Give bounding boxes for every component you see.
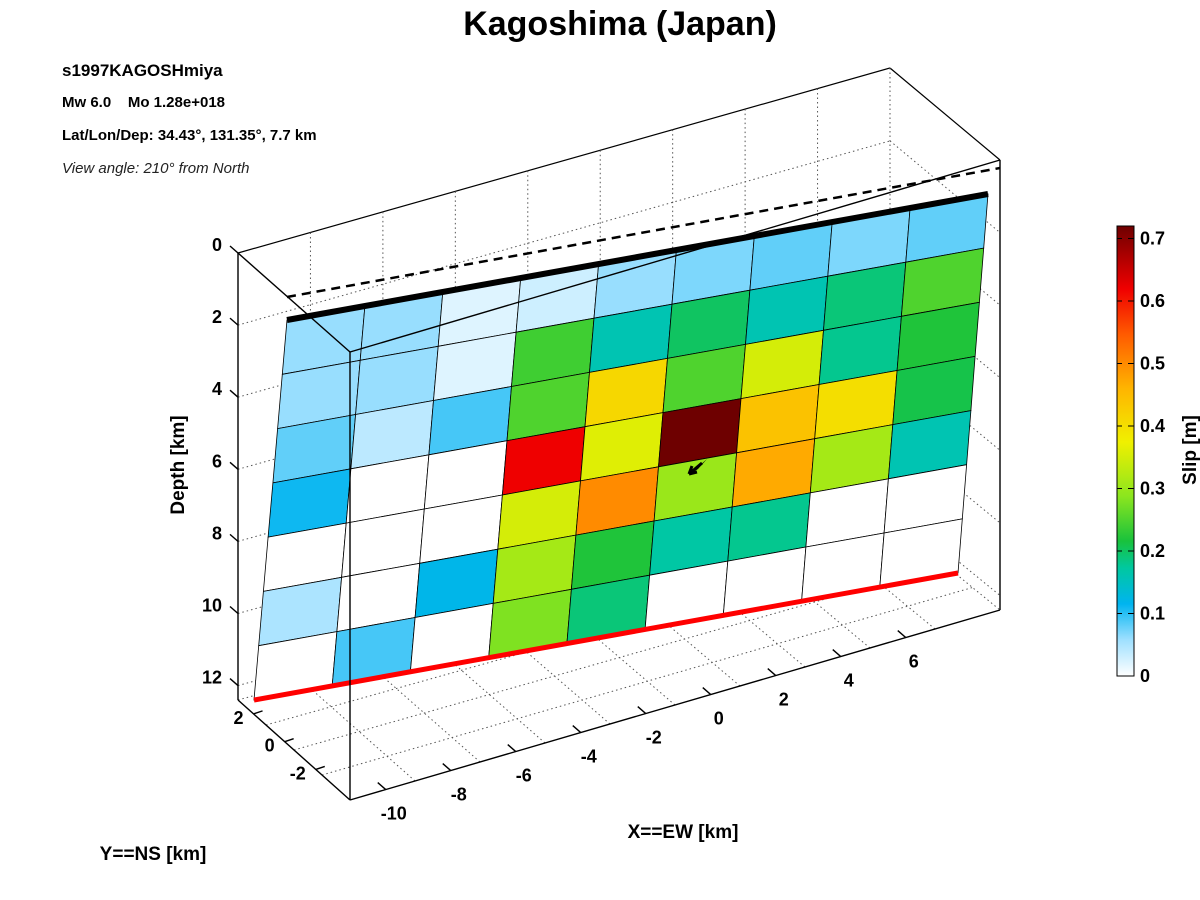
depth-axis-label: Depth [km] — [168, 415, 189, 514]
colorbar-ticks: 0 0.1 0.2 0.3 0.4 0.5 0.6 0.7 — [1117, 229, 1165, 686]
ew-tick-label: 0 — [714, 709, 724, 729]
fault-top-line — [286, 191, 989, 323]
ew-tick-label: -8 — [451, 785, 467, 805]
depth-tick-label: 8 — [212, 523, 222, 543]
fault-plane-cells — [253, 193, 989, 701]
ew-tick-label: 2 — [779, 690, 789, 710]
colorbar-tick-label: 0.6 — [1140, 291, 1165, 311]
fault-lines — [253, 166, 1001, 703]
ew-axis: -10 -8 -6 -4 -2 0 2 4 6 — [377, 630, 919, 824]
depth-tick-label: 0 — [212, 235, 222, 255]
depth-tick-label: 6 — [212, 451, 222, 471]
ns-tick-label: 0 — [265, 736, 275, 756]
surface-trace-line — [286, 166, 1001, 299]
chart-title: Kagoshima (Japan) — [463, 5, 777, 43]
ns-axis: 2 0 -2 — [234, 708, 325, 783]
magnitude-line: Mw 6.0 Mo 1.28e+018 — [62, 94, 225, 111]
ew-tick-label: -6 — [516, 766, 532, 786]
ew-tick-label: 4 — [844, 671, 854, 691]
colorbar — [1116, 225, 1135, 677]
location-line: Lat/Lon/Dep: 34.43°, 131.35°, 7.7 km — [62, 127, 317, 144]
fault-bottom-line — [253, 570, 959, 703]
colorbar-label: Slip [m] — [1180, 415, 1200, 485]
depth-tick-label: 2 — [212, 307, 222, 327]
colorbar-tick-label: 0.5 — [1140, 354, 1165, 374]
depth-tick-label: 12 — [202, 668, 222, 688]
ns-axis-label: Y==NS [km] — [100, 844, 207, 865]
ns-tick-label: -2 — [290, 763, 306, 783]
ew-tick-label: -4 — [581, 747, 597, 767]
colorbar-tick-label: 0.4 — [1140, 416, 1165, 436]
colorbar-tick-label: 0 — [1140, 666, 1150, 686]
depth-tick-label: 10 — [202, 595, 222, 615]
ew-tick-label: -2 — [646, 728, 662, 748]
colorbar-tick-label: 0.1 — [1140, 604, 1165, 624]
ns-tick-label: 2 — [234, 708, 244, 728]
event-id: s1997KAGOSHmiya — [62, 61, 223, 80]
depth-tick-label: 4 — [212, 379, 222, 399]
ew-axis-label: X==EW [km] — [628, 822, 739, 843]
colorbar-tick-label: 0.2 — [1140, 541, 1165, 561]
colorbar-tick-label: 0.3 — [1140, 479, 1165, 499]
view-angle-line: View angle: 210° from North — [62, 160, 250, 177]
ew-tick-label: 6 — [909, 652, 919, 672]
hypocenter-arrow-icon — [687, 459, 707, 476]
ew-tick-label: -10 — [381, 804, 407, 824]
plot-box-front — [237, 159, 1001, 801]
colorbar-tick-label: 0.7 — [1140, 229, 1165, 249]
depth-axis: 0 2 4 6 8 10 12 — [202, 235, 239, 688]
